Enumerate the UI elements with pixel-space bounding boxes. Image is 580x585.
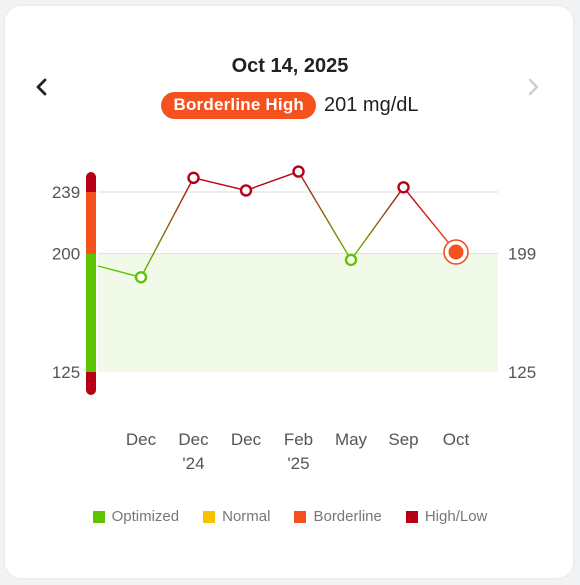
series-line-segment	[245, 170, 299, 192]
x-tick-label: Dec	[231, 430, 262, 449]
series-line-segment	[193, 177, 247, 192]
legend-label: High/Low	[424, 508, 488, 525]
range-bar-optimal	[86, 253, 96, 372]
data-point	[292, 165, 305, 178]
data-point	[239, 184, 253, 197]
series-line-segment	[402, 186, 457, 253]
chart-legend: Optimized Normal Borderline High/Low	[0, 508, 580, 525]
legend-label: Borderline	[313, 508, 382, 525]
series-lead-line	[97, 265, 142, 278]
x-tick-label: May	[335, 430, 368, 449]
legend-item: High/Low	[405, 508, 488, 525]
legend-swatch	[203, 510, 216, 523]
legend-swatch	[92, 510, 105, 523]
data-point	[187, 171, 200, 185]
status-badge: Borderline High	[161, 92, 316, 119]
reading-date: Oct 14, 2025	[231, 55, 349, 77]
series-line-segment	[350, 186, 405, 261]
y-tick-left: 125	[52, 363, 80, 382]
series-line-segment	[297, 171, 352, 261]
legend-item: Optimized	[92, 508, 180, 525]
data-point	[397, 181, 410, 194]
range-bar-borderline	[86, 192, 96, 254]
optimal-range-band	[98, 253, 498, 372]
y-tick-left: 239	[52, 183, 80, 202]
chevron-left-icon	[36, 78, 47, 96]
legend-swatch	[294, 510, 307, 523]
chevron-right-icon	[528, 78, 539, 96]
y-tick-right: 199	[508, 245, 536, 264]
legend-item: Normal	[203, 508, 270, 525]
reading-value: 201 mg/dL	[324, 94, 419, 116]
next-button[interactable]	[519, 70, 549, 104]
legend-label: Normal	[222, 508, 271, 525]
x-tick-label: Dec	[126, 430, 157, 449]
current-data-point	[448, 244, 464, 260]
x-tick-label: Feb '25	[284, 430, 313, 473]
previous-button[interactable]	[26, 70, 56, 104]
reading-status: Borderline High 201 mg/dL	[0, 92, 580, 119]
data-point	[344, 253, 358, 267]
x-tick-label: Sep	[388, 430, 418, 449]
y-tick-right: 125	[508, 363, 536, 382]
x-tick-label: Oct	[443, 430, 470, 449]
legend-item: Borderline	[294, 508, 382, 525]
series-line-segment	[140, 177, 195, 278]
legend-swatch	[405, 510, 418, 523]
legend-label: Optimized	[111, 508, 180, 525]
x-tick-label: Dec '24	[178, 430, 209, 473]
data-point	[134, 271, 148, 284]
y-tick-left: 200	[52, 245, 80, 264]
